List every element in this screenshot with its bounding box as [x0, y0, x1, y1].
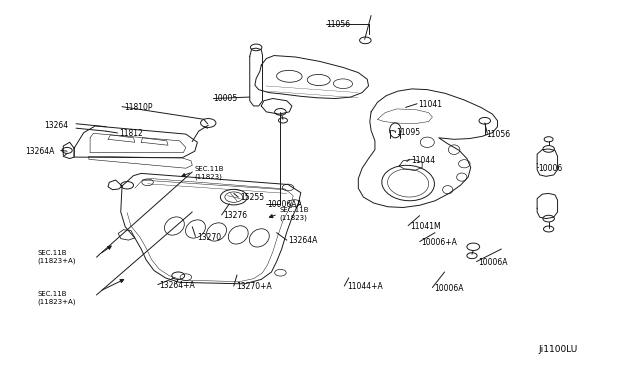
Text: (11823): (11823) — [279, 215, 307, 221]
Text: 11056: 11056 — [326, 20, 351, 29]
Text: SEC.11B: SEC.11B — [194, 166, 224, 172]
Text: 10006+A: 10006+A — [422, 238, 458, 247]
Text: 13264: 13264 — [44, 122, 68, 131]
Text: 11044: 11044 — [412, 155, 435, 164]
Text: 10006A: 10006A — [435, 284, 464, 293]
Text: 11056: 11056 — [486, 130, 510, 140]
Text: Ji1100LU: Ji1100LU — [538, 344, 578, 353]
Text: (11823+A): (11823+A) — [38, 298, 76, 305]
Text: 13264A: 13264A — [288, 236, 317, 246]
Text: 13276: 13276 — [223, 211, 248, 220]
Text: 11095: 11095 — [397, 128, 420, 137]
Text: SEC.11B: SEC.11B — [279, 207, 308, 213]
Text: 13264A: 13264A — [25, 147, 54, 155]
Text: SEC.11B: SEC.11B — [38, 250, 67, 256]
Text: 13264+A: 13264+A — [159, 281, 195, 290]
Text: (11823+A): (11823+A) — [38, 258, 76, 264]
Text: 10005: 10005 — [213, 94, 237, 103]
Text: 11810P: 11810P — [124, 103, 152, 112]
Text: 15255: 15255 — [240, 193, 264, 202]
Text: 13270: 13270 — [196, 232, 221, 242]
Text: 13270+A: 13270+A — [236, 282, 271, 291]
Text: 11041M: 11041M — [410, 221, 441, 231]
Text: 11044+A: 11044+A — [347, 282, 383, 291]
Text: 10006: 10006 — [538, 164, 563, 173]
Text: SEC.11B: SEC.11B — [38, 291, 67, 297]
Text: 10006A: 10006A — [478, 258, 508, 267]
Text: 11812: 11812 — [119, 129, 143, 138]
Text: (11823): (11823) — [194, 174, 222, 180]
Text: 10006AA: 10006AA — [268, 200, 303, 209]
Text: 11041: 11041 — [418, 100, 442, 109]
